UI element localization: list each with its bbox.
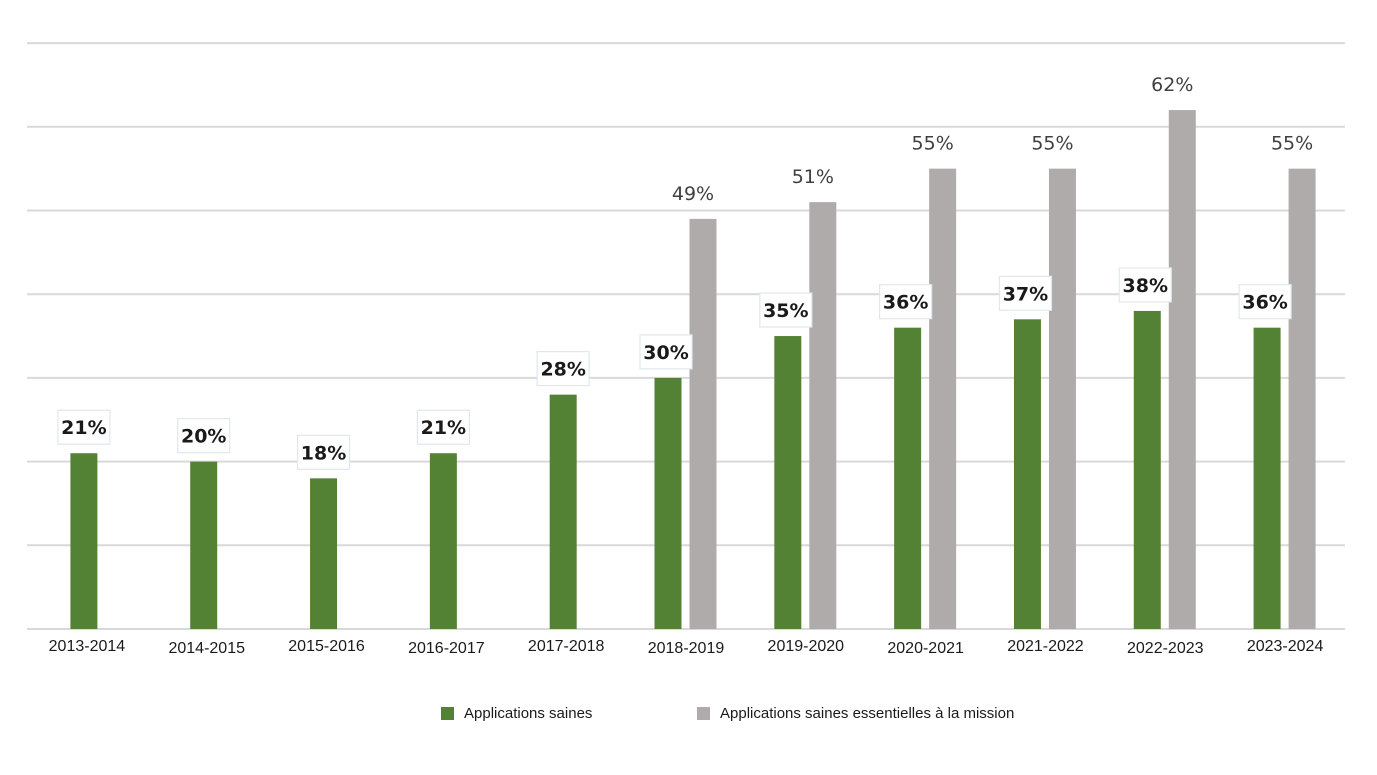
data-label-box [998, 275, 1053, 311]
data-label-box [57, 409, 111, 445]
data-label: 55% [912, 133, 954, 155]
data-label-box [1238, 284, 1292, 320]
bars [70, 110, 1316, 629]
x-tick-label: 2021-2022 [1007, 638, 1084, 655]
data-label: 18% [301, 442, 346, 464]
gridlines [27, 42, 1345, 630]
legend: Applications saines Applications saines … [0, 705, 1377, 729]
bar-applications-saines [1013, 319, 1041, 629]
data-label-box [759, 292, 813, 328]
bar-applications-saines [1133, 310, 1161, 629]
x-tick-label: 2015-2016 [288, 638, 365, 655]
bar-applications-saines [310, 478, 338, 629]
data-label-box [296, 434, 351, 470]
bar-applications-essentielles [809, 202, 837, 629]
legend-item-applications-saines: Applications saines [441, 705, 592, 722]
bar-applications-essentielles [1048, 168, 1076, 629]
data-label-box [879, 284, 933, 320]
data-label: 36% [1242, 292, 1287, 314]
data-label: 55% [1031, 133, 1073, 155]
data-label: 51% [792, 166, 834, 188]
data-label-box [1118, 267, 1172, 303]
x-tick-label: 2016-2017 [408, 640, 485, 657]
x-tick-label: 2020-2021 [887, 640, 964, 657]
x-tick-label: 2013-2014 [49, 638, 126, 655]
legend-swatch-grey [697, 707, 710, 720]
data-label: 21% [421, 417, 466, 439]
data-label: 49% [672, 183, 714, 205]
data-label: 62% [1151, 74, 1193, 96]
data-label-box [536, 351, 590, 387]
bar-applications-saines [1253, 327, 1281, 629]
x-tick-label: 2017-2018 [528, 638, 605, 655]
data-label-box [416, 409, 470, 445]
bar-applications-essentielles [1288, 168, 1316, 629]
data-label: 55% [1271, 133, 1313, 155]
bar-applications-saines [654, 377, 682, 629]
x-tick-label: 2014-2015 [168, 640, 245, 657]
data-label-box [177, 418, 231, 454]
bar-chart: 21% 20% 18% 21% 28% 30% 49% 35% 51% 36% 55% 37% 55% 3… [27, 42, 1345, 657]
data-label: 30% [643, 342, 688, 364]
data-labels: 21% 20% 18% 21% 28% 30% 49% 35% 51% 36% 55% 37% 55% 3… [57, 74, 1313, 470]
x-tick-label: 2018-2019 [648, 640, 725, 657]
bar-applications-saines [70, 453, 98, 629]
data-label: 36% [883, 292, 928, 314]
bar-applications-saines [429, 453, 457, 629]
data-label-box [639, 334, 693, 370]
bar-applications-saines [190, 461, 218, 629]
data-label: 21% [61, 417, 106, 439]
x-axis-tick-labels: 2013-2014 2014-2015 2015-2016 2016-2017 2017… [49, 638, 1324, 657]
bar-applications-essentielles [1168, 110, 1196, 629]
legend-label: Applications saines essentielles à la mi… [720, 705, 1015, 722]
bar-applications-saines [549, 394, 577, 629]
x-tick-label: 2022-2023 [1127, 640, 1204, 657]
legend-label: Applications saines [464, 705, 593, 722]
data-label: 37% [1003, 283, 1048, 305]
data-label: 28% [540, 359, 585, 381]
x-tick-label: 2023-2024 [1247, 638, 1324, 655]
legend-item-applications-essentielles: Applications saines essentielles à la mi… [697, 705, 1014, 722]
data-label: 35% [763, 300, 808, 322]
legend-swatch-green [441, 707, 454, 720]
bar-applications-essentielles [929, 168, 957, 629]
x-tick-label: 2019-2020 [768, 638, 845, 655]
data-label: 20% [181, 426, 226, 448]
bar-applications-saines [894, 327, 922, 629]
bar-applications-saines [774, 336, 802, 629]
data-label: 38% [1123, 275, 1168, 297]
bar-applications-essentielles [689, 218, 717, 629]
